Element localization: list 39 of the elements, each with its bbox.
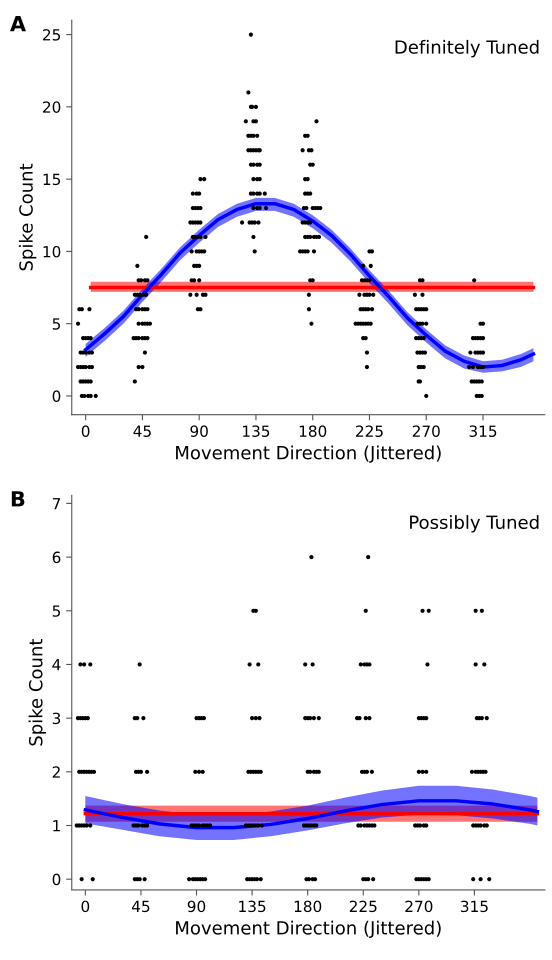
- x-tick-label: 315: [461, 900, 488, 912]
- y-tick-label: 5: [52, 318, 60, 330]
- y-tick-label: 3: [52, 712, 60, 724]
- x-tick-label: 270: [405, 900, 432, 912]
- y-tick-label: 10: [44, 246, 60, 258]
- x-tick-label: 225: [356, 425, 383, 437]
- y-axis-title: Spike Count: [18, 164, 36, 270]
- y-axis-title: Spike Count: [28, 638, 46, 746]
- x-tick-label: 135: [239, 900, 266, 912]
- y-tick-label: 4: [52, 659, 60, 670]
- y-tick-label: 2: [52, 766, 60, 778]
- x-tick-label: 45: [132, 900, 150, 912]
- y-tick-label: 20: [43, 101, 60, 113]
- text: A: [10, 16, 26, 32]
- y-tick-label: 6: [52, 552, 60, 564]
- line-series: [84, 799, 540, 830]
- text: B: [12, 491, 24, 506]
- annotation: Possibly Tuned: [410, 515, 538, 533]
- x-tick-label: 135: [243, 425, 270, 437]
- y-tick-label: 5: [52, 605, 60, 617]
- y-tick-label: 0: [52, 874, 60, 886]
- x-tick-label: 90: [188, 900, 206, 912]
- x-tick-label: 225: [350, 900, 376, 912]
- x-tick-label: 180: [294, 900, 322, 912]
- y-tick-label: 15: [44, 174, 60, 186]
- x-tick-label: 0: [82, 425, 90, 437]
- y-tick-label: 1: [53, 820, 60, 832]
- x-tick-label: 270: [412, 425, 440, 437]
- x-axis-title: Movement Direction (Jittered): [176, 920, 441, 938]
- x-tick-label: 90: [190, 425, 208, 437]
- x-tick-label: 315: [470, 425, 496, 437]
- annotation: Definitely Tuned: [396, 40, 538, 58]
- x-tick-label: 180: [300, 425, 326, 437]
- y-tick-label: 7: [52, 498, 60, 510]
- x-axis-title: Movement Direction (Jittered): [176, 445, 441, 463]
- y-tick-label: 25: [43, 29, 60, 41]
- x-tick-label: 45: [133, 426, 151, 437]
- x-tick-label: 0: [81, 900, 90, 912]
- y-tick-label: 0: [52, 390, 60, 402]
